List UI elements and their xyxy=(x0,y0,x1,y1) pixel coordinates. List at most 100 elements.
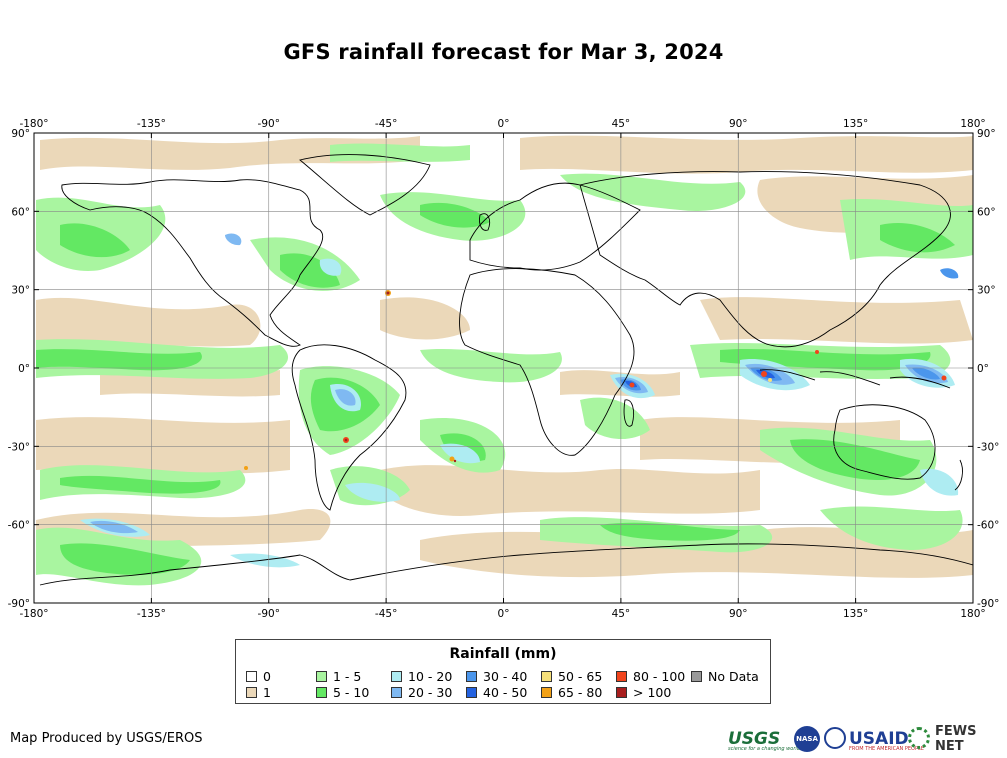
legend-item: 1 xyxy=(246,686,271,700)
partner-logos: USGS science for a changing world NASA U… xyxy=(728,724,1000,754)
legend-item: 50 - 65 xyxy=(541,670,602,684)
lon-label-top: 135° xyxy=(843,118,868,130)
new-zealand-outline xyxy=(954,459,963,491)
legend-label: No Data xyxy=(708,669,759,684)
lon-label-bottom: -90° xyxy=(258,608,280,620)
lon-label-top: 90° xyxy=(729,118,748,130)
lat-label-right: -90° xyxy=(977,598,999,610)
legend-item: 40 - 50 xyxy=(466,686,527,700)
legend-swatch xyxy=(316,687,327,698)
lon-label-top: -45° xyxy=(375,118,397,130)
fews-net-icon xyxy=(908,727,930,749)
lat-label-right: 60° xyxy=(977,206,996,218)
legend-item: 10 - 20 xyxy=(391,670,452,684)
legend-label: 80 - 100 xyxy=(633,669,686,684)
lat-label-right: 30° xyxy=(977,285,996,297)
legend-item: 30 - 40 xyxy=(466,670,527,684)
legend-item: 65 - 80 xyxy=(541,686,602,700)
lon-label-top: -135° xyxy=(137,118,166,130)
legend-swatch xyxy=(616,687,627,698)
legend-swatch xyxy=(466,671,477,682)
lon-label-bottom: 45° xyxy=(612,608,631,620)
lon-label-bottom: 0° xyxy=(498,608,510,620)
greenland-outline xyxy=(299,154,431,216)
lat-label-left: 30° xyxy=(11,285,30,297)
credit-text: Map Produced by USGS/EROS xyxy=(10,731,203,746)
legend-item: No Data xyxy=(691,670,759,684)
lon-label-top: -180° xyxy=(19,118,48,130)
legend-swatch xyxy=(616,671,627,682)
legend-swatch xyxy=(246,687,257,698)
legend-item: > 100 xyxy=(616,686,671,700)
lon-label-top: 180° xyxy=(960,118,985,130)
uk-outline xyxy=(479,213,491,231)
lat-label-left: -60° xyxy=(8,520,30,532)
usgs-tagline: science for a changing world xyxy=(728,746,800,752)
legend-swatch xyxy=(691,671,702,682)
madagascar-outline xyxy=(623,399,635,427)
north-america-outline xyxy=(61,179,323,347)
lon-label-top: -90° xyxy=(258,118,280,130)
legend-item: 20 - 30 xyxy=(391,686,452,700)
legend-label: 10 - 20 xyxy=(408,669,453,684)
lon-label-bottom: -180° xyxy=(19,608,48,620)
legend-label: 20 - 30 xyxy=(408,685,453,700)
lat-label-right: 0° xyxy=(977,363,989,375)
legend-item: 5 - 10 xyxy=(316,686,369,700)
lat-label-left: -90° xyxy=(8,598,30,610)
lon-label-top: 45° xyxy=(612,118,631,130)
lat-label-left: 60° xyxy=(11,206,30,218)
legend-swatch xyxy=(541,671,552,682)
legend-label: 65 - 80 xyxy=(558,685,603,700)
usaid-seal-icon xyxy=(824,727,846,749)
legend-item: 80 - 100 xyxy=(616,670,685,684)
coastlines xyxy=(39,154,973,586)
legend-label: 40 - 50 xyxy=(483,685,528,700)
legend-label: 1 xyxy=(263,685,271,700)
legend-label: 50 - 65 xyxy=(558,669,603,684)
legend-title: Rainfall (mm) xyxy=(449,646,557,662)
rainfall-field xyxy=(36,135,973,586)
lon-label-bottom: -135° xyxy=(137,608,166,620)
legend-item: 0 xyxy=(246,670,271,684)
lat-label-left: 90° xyxy=(11,128,30,140)
legend-label: 5 - 10 xyxy=(333,685,370,700)
legend-swatch xyxy=(391,671,402,682)
lat-label-left: -30° xyxy=(8,441,30,453)
asia-outline xyxy=(579,171,951,348)
australia-outline xyxy=(833,404,936,480)
lon-label-bottom: 180° xyxy=(960,608,985,620)
legend-item: 1 - 5 xyxy=(316,670,361,684)
usgs-logo: USGS xyxy=(728,729,781,749)
legend-label: > 100 xyxy=(633,685,672,700)
legend-label: 0 xyxy=(263,669,271,684)
legend-swatch xyxy=(316,671,327,682)
south-america-outline xyxy=(291,344,407,511)
lat-label-right: -30° xyxy=(977,441,999,453)
map-title: GFS rainfall forecast for Mar 3, 2024 xyxy=(283,40,724,64)
legend-label: 30 - 40 xyxy=(483,669,528,684)
lat-label-left: 0° xyxy=(18,363,30,375)
fews-net-logo: FEWS NET xyxy=(935,724,977,754)
legend-swatch xyxy=(391,687,402,698)
legend-swatch xyxy=(246,671,257,682)
lon-label-bottom: -45° xyxy=(375,608,397,620)
legend-swatch xyxy=(541,687,552,698)
nasa-logo: NASA xyxy=(794,726,820,752)
lon-label-bottom: 90° xyxy=(729,608,748,620)
lon-label-bottom: 135° xyxy=(843,608,868,620)
lat-label-right: -60° xyxy=(977,520,999,532)
usaid-logo: USAID xyxy=(849,729,909,749)
rain-extreme-spots xyxy=(244,290,947,470)
lon-label-top: 0° xyxy=(498,118,510,130)
axis-tick-labels: -180° -180° -135° -135° -90° -90° -45° -45° 0° 0°… xyxy=(8,118,1000,620)
europe-outline xyxy=(469,182,641,271)
rain-5-10mm-areas xyxy=(36,202,955,575)
usaid-tagline: FROM THE AMERICAN PEOPLE xyxy=(849,746,924,752)
axis-ticks xyxy=(33,132,974,604)
indonesia-outline xyxy=(759,369,951,389)
legend-swatch xyxy=(466,687,477,698)
lat-label-right: 90° xyxy=(977,128,996,140)
